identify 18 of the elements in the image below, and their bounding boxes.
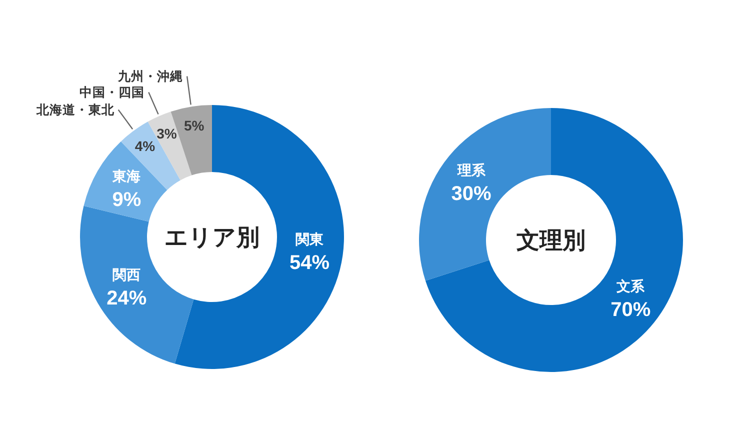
slice-label: 関東 <box>295 231 324 248</box>
data-label: 54% <box>289 252 330 274</box>
slice-label: 文系 <box>616 278 646 294</box>
data-label: 4% <box>134 138 156 154</box>
slice-label: 中国・四国 <box>80 85 145 100</box>
data-label: 5% <box>184 117 205 134</box>
data-label: 24% <box>106 287 147 310</box>
text: エリア別 <box>164 224 260 250</box>
slice-label: 理系 <box>456 162 486 178</box>
text: 文理別 <box>516 227 586 253</box>
data-label: 30% <box>451 183 492 206</box>
data-label: 9% <box>112 188 142 211</box>
slice-label: 九州・沖縄 <box>117 69 184 84</box>
data-label: 3% <box>156 125 178 142</box>
slice-label: 北海道・東北 <box>35 102 116 117</box>
slice-label: 関西 <box>112 266 141 282</box>
slice-label: 東海 <box>112 168 141 184</box>
data-label: 70% <box>610 298 651 321</box>
